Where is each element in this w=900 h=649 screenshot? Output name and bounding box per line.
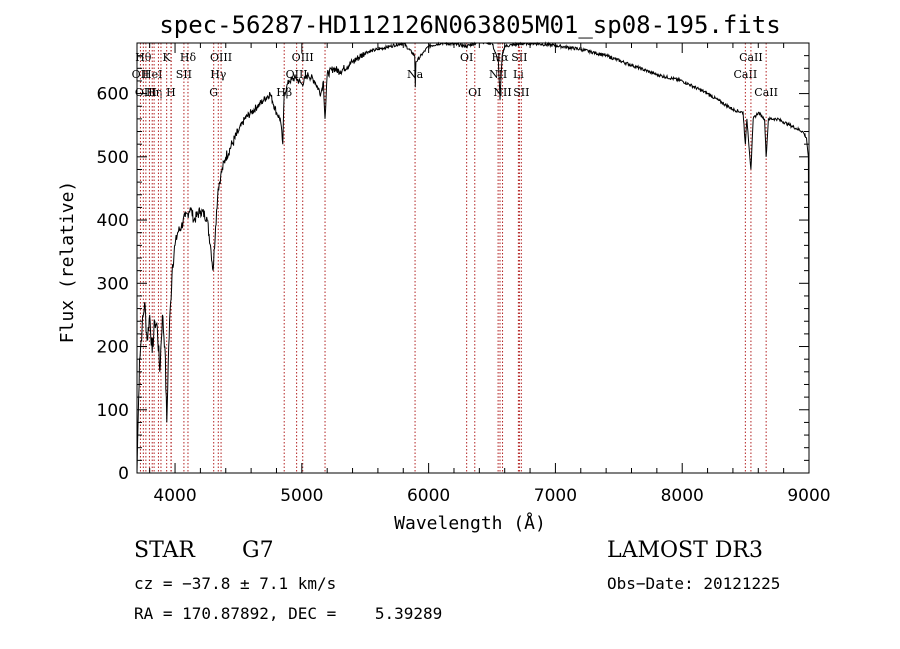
y-tick-label-200: 200 bbox=[97, 338, 129, 358]
line-label-6548: NII bbox=[489, 68, 507, 81]
line-label-8662: CaII bbox=[754, 86, 778, 99]
line-label-4861: Hβ bbox=[276, 86, 292, 99]
axes-layer: 4000 5000 6000 7000 8000 9000 0 100 200 300 400 500… bbox=[97, 43, 831, 506]
line-label-6563: Hα bbox=[491, 51, 509, 64]
line-label-6708: Li bbox=[513, 68, 524, 81]
y-tick-label-600: 600 bbox=[97, 85, 129, 105]
line-label-3750: Hθ bbox=[135, 51, 152, 64]
cz-value: cz = −37.8 ± 7.1 km/s bbox=[134, 574, 337, 593]
line-label-4341: Hγ bbox=[210, 68, 227, 81]
line-label-6716: SII bbox=[511, 51, 527, 64]
y-tick-label-0: 0 bbox=[118, 464, 129, 484]
spectrum-line bbox=[136, 41, 810, 474]
line-label-4102: Hδ bbox=[180, 51, 197, 64]
y-tick-label-300: 300 bbox=[97, 274, 129, 294]
x-tick-label-8000: 8000 bbox=[661, 486, 704, 506]
plot-frame bbox=[136, 42, 810, 474]
line-label-4070: SII bbox=[176, 68, 192, 81]
y-tick-label-400: 400 bbox=[97, 211, 129, 231]
survey-label: LAMOST DR3 bbox=[607, 538, 763, 563]
y-axis-label: Flux (relative) bbox=[57, 181, 78, 344]
x-tick-label-7000: 7000 bbox=[534, 486, 577, 506]
x-tick-label-4000: 4000 bbox=[153, 486, 196, 506]
object-subclass: G7 bbox=[242, 538, 274, 563]
line-label-4363: OIII bbox=[210, 51, 232, 64]
line-label-8542: CaII bbox=[739, 51, 763, 64]
line-label-3770: OIII bbox=[135, 86, 157, 99]
line-label-3727: OII bbox=[132, 68, 150, 81]
spectrum-layer bbox=[136, 41, 810, 474]
x-tick-label-5000: 5000 bbox=[280, 486, 323, 506]
y-tick-label-100: 100 bbox=[97, 401, 129, 421]
line-label-4305: G bbox=[209, 86, 218, 99]
ra-dec: RA = 170.87892, DEC = 5.39289 bbox=[134, 604, 443, 623]
line-label-6300: OI bbox=[460, 51, 473, 64]
object-class: STAR bbox=[134, 538, 195, 563]
spectral-lines-layer: OIIHθOIIIHeIHηKHSIIHδGHγOIIIHβOIIIOIIINa… bbox=[132, 43, 778, 473]
x-tick-label-6000: 6000 bbox=[407, 486, 450, 506]
line-label-5007: OIII bbox=[292, 51, 314, 64]
line-label-3820: HeI bbox=[142, 68, 162, 81]
x-axis-label: Wavelength (Å) bbox=[394, 512, 546, 534]
obs-date: Obs−Date: 20121225 bbox=[607, 574, 781, 593]
chart-title: spec-56287-HD112126N063805M01_sp08-195.f… bbox=[159, 11, 780, 39]
line-label-6583: NII bbox=[493, 86, 511, 99]
line-label-3934: K bbox=[163, 51, 172, 64]
line-label-8498: CaII bbox=[734, 68, 758, 81]
line-label-3835: Hη bbox=[146, 86, 162, 99]
line-label-6731: SII bbox=[513, 86, 529, 99]
y-tick-label-500: 500 bbox=[97, 148, 129, 168]
line-label-6364: OI bbox=[468, 86, 481, 99]
x-tick-label-9000: 9000 bbox=[787, 486, 830, 506]
